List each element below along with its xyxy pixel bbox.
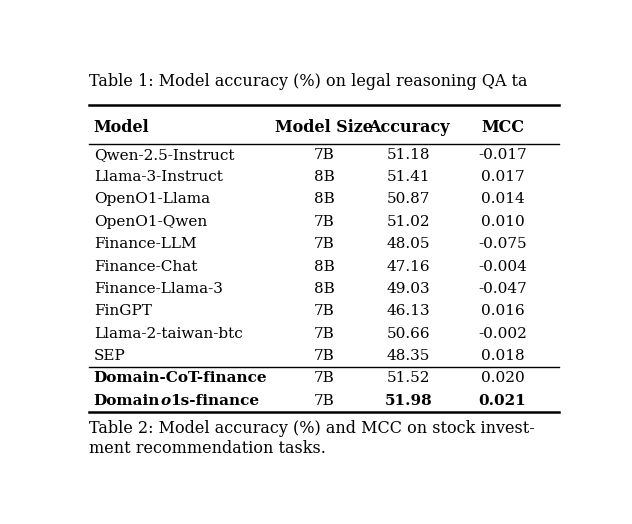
Text: 7B: 7B bbox=[313, 304, 334, 318]
Text: 51.18: 51.18 bbox=[387, 148, 430, 162]
Text: Table 2: Model accuracy (%) and MCC on stock invest-
ment recommendation tasks.: Table 2: Model accuracy (%) and MCC on s… bbox=[88, 420, 535, 456]
Text: o: o bbox=[160, 394, 170, 408]
Text: 51.02: 51.02 bbox=[387, 215, 430, 229]
Text: 0.021: 0.021 bbox=[478, 394, 526, 408]
Text: 7B: 7B bbox=[313, 394, 334, 408]
Text: Finance-LLM: Finance-LLM bbox=[94, 237, 197, 251]
Text: 47.16: 47.16 bbox=[387, 259, 430, 274]
Text: 8B: 8B bbox=[313, 259, 334, 274]
Text: 0.014: 0.014 bbox=[481, 192, 525, 206]
Text: 0.010: 0.010 bbox=[481, 215, 525, 229]
Text: 8B: 8B bbox=[313, 192, 334, 206]
Text: 51.41: 51.41 bbox=[387, 170, 430, 184]
Text: -0.002: -0.002 bbox=[478, 326, 527, 341]
Text: Llama-2-taiwan-btc: Llama-2-taiwan-btc bbox=[94, 326, 243, 341]
Text: 8B: 8B bbox=[313, 170, 334, 184]
Text: Accuracy: Accuracy bbox=[368, 119, 449, 136]
Text: 7B: 7B bbox=[313, 148, 334, 162]
Text: OpenO1-Llama: OpenO1-Llama bbox=[94, 192, 210, 206]
Text: 51.98: 51.98 bbox=[385, 394, 432, 408]
Text: Model Size: Model Size bbox=[275, 119, 373, 136]
Text: 0.020: 0.020 bbox=[481, 372, 525, 385]
Text: MCC: MCC bbox=[481, 119, 524, 136]
Text: 48.05: 48.05 bbox=[387, 237, 430, 251]
Text: 0.016: 0.016 bbox=[481, 304, 525, 318]
Text: -0.017: -0.017 bbox=[478, 148, 527, 162]
Text: 7B: 7B bbox=[313, 215, 334, 229]
Text: -0.047: -0.047 bbox=[478, 282, 527, 296]
Text: 7B: 7B bbox=[313, 349, 334, 363]
Text: Qwen-2.5-Instruct: Qwen-2.5-Instruct bbox=[94, 148, 234, 162]
Text: 0.018: 0.018 bbox=[481, 349, 525, 363]
Text: SEP: SEP bbox=[94, 349, 125, 363]
Text: 8B: 8B bbox=[313, 282, 334, 296]
Text: Table 1: Model accuracy (%) on legal reasoning QA ta: Table 1: Model accuracy (%) on legal rea… bbox=[88, 73, 527, 90]
Text: FinGPT: FinGPT bbox=[94, 304, 152, 318]
Text: 51.52: 51.52 bbox=[387, 372, 430, 385]
Text: 1s-finance: 1s-finance bbox=[170, 394, 259, 408]
Text: 50.66: 50.66 bbox=[387, 326, 430, 341]
Text: Llama-3-Instruct: Llama-3-Instruct bbox=[94, 170, 222, 184]
Text: 7B: 7B bbox=[313, 326, 334, 341]
Text: 49.03: 49.03 bbox=[387, 282, 430, 296]
Text: Model: Model bbox=[94, 119, 149, 136]
Text: -0.075: -0.075 bbox=[478, 237, 527, 251]
Text: Finance-Chat: Finance-Chat bbox=[94, 259, 197, 274]
Text: Finance-Llama-3: Finance-Llama-3 bbox=[94, 282, 222, 296]
Text: 48.35: 48.35 bbox=[387, 349, 430, 363]
Text: 7B: 7B bbox=[313, 237, 334, 251]
Text: 46.13: 46.13 bbox=[387, 304, 430, 318]
Text: Domain-CoT-finance: Domain-CoT-finance bbox=[94, 372, 267, 385]
Text: 0.017: 0.017 bbox=[481, 170, 525, 184]
Text: OpenO1-Qwen: OpenO1-Qwen bbox=[94, 215, 207, 229]
Text: Domain: Domain bbox=[94, 394, 160, 408]
Text: 50.87: 50.87 bbox=[387, 192, 430, 206]
Text: -0.004: -0.004 bbox=[478, 259, 527, 274]
Text: 7B: 7B bbox=[313, 372, 334, 385]
